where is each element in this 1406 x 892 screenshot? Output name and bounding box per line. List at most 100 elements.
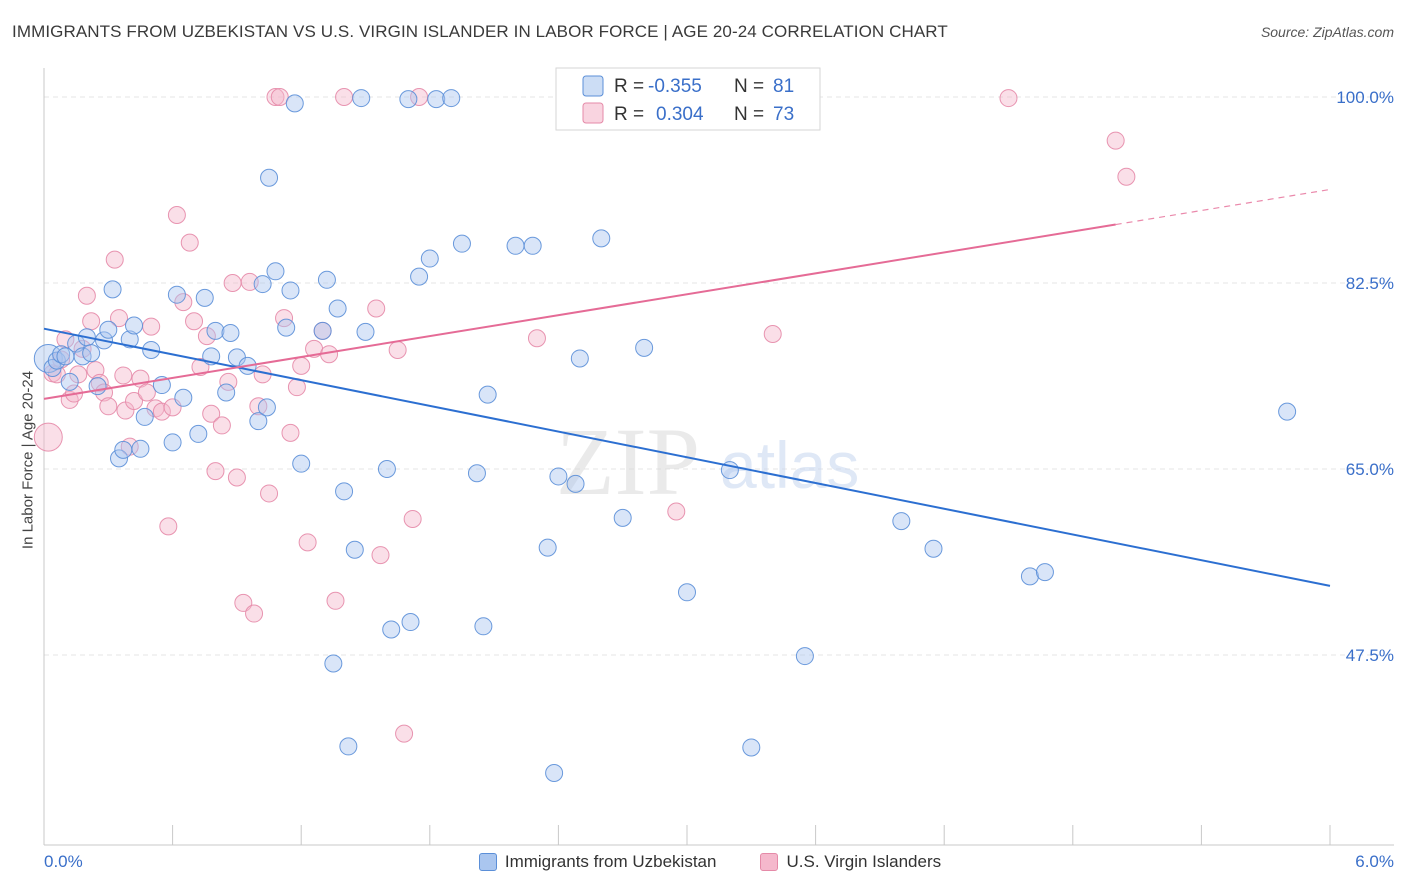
data-point-virgin-islanders: [167, 205, 186, 224]
data-point-virgin-islanders: [403, 509, 422, 528]
data-point-virgin-islanders: [33, 422, 63, 452]
legend-r-value-blue: -0.355: [648, 76, 702, 97]
trend-lines: [43, 188, 1331, 587]
legend-r-label-pink: R =: [614, 104, 644, 125]
data-point-uzbekistan: [399, 90, 418, 109]
data-point-uzbekistan: [678, 583, 696, 602]
data-point-uzbekistan: [260, 168, 279, 187]
data-point-uzbekistan: [167, 285, 186, 304]
data-point-uzbekistan: [401, 613, 420, 632]
data-point-uzbekistan: [189, 424, 208, 443]
y-tick-label: 47.5%: [1346, 646, 1394, 665]
data-point-uzbekistan: [114, 440, 133, 459]
data-point-uzbekistan: [442, 89, 461, 108]
series-us-virgin-islanders: [33, 88, 1136, 743]
data-point-uzbekistan: [277, 318, 296, 337]
data-point-uzbekistan: [892, 512, 911, 531]
data-point-virgin-islanders: [763, 325, 782, 344]
data-point-uzbekistan: [174, 388, 193, 407]
source-credit: Source: ZipAtlas.com: [1260, 24, 1394, 40]
data-point-virgin-islanders: [367, 299, 386, 318]
data-point-uzbekistan: [324, 654, 343, 673]
data-point-uzbekistan: [335, 482, 354, 501]
legend-label-uzbekistan: Immigrants from Uzbekistan: [504, 852, 717, 871]
data-point-uzbekistan: [356, 322, 375, 341]
data-point-virgin-islanders: [326, 591, 345, 610]
series-legend: Immigrants from Uzbekistan U.S. Virgin I…: [0, 852, 1406, 872]
data-point-uzbekistan: [281, 281, 300, 300]
data-point-virgin-islanders: [82, 312, 101, 331]
data-point-uzbekistan: [592, 229, 611, 248]
data-point-uzbekistan: [795, 647, 814, 666]
legend-swatch-uzbekistan: [478, 853, 497, 871]
data-point-uzbekistan: [478, 385, 497, 404]
data-point-uzbekistan: [1278, 402, 1297, 421]
data-point-uzbekistan: [317, 270, 336, 289]
data-point-virgin-islanders: [185, 312, 204, 331]
data-point-virgin-islanders: [395, 724, 414, 743]
data-point-virgin-islanders: [202, 404, 221, 423]
stats-legend: R = -0.355 N = 81 R = 0.304 N = 73: [555, 67, 821, 131]
y-tick-labels: 47.5% 65.0% 82.5% 100.0%: [1336, 88, 1394, 665]
data-point-uzbekistan: [382, 620, 401, 639]
data-point-uzbekistan: [328, 299, 347, 318]
trend-line-virgin-islanders-extension: [1115, 188, 1331, 226]
data-point-virgin-islanders: [335, 88, 354, 106]
data-point-uzbekistan: [506, 236, 525, 255]
data-point-uzbekistan: [742, 738, 761, 757]
data-point-uzbekistan: [163, 433, 182, 452]
data-point-virgin-islanders: [667, 502, 686, 521]
zipatlas-watermark: ZIP atlas: [556, 408, 859, 515]
y-tick-label: 82.5%: [1346, 274, 1394, 293]
data-point-uzbekistan: [131, 439, 150, 458]
data-point-uzbekistan: [339, 737, 358, 756]
data-point-uzbekistan: [292, 454, 311, 473]
data-point-uzbekistan: [467, 464, 486, 483]
legend-item-uzbekistan: Immigrants from Uzbekistan: [478, 852, 717, 872]
data-point-uzbekistan: [266, 262, 285, 281]
data-point-uzbekistan: [570, 349, 589, 368]
data-point-uzbekistan: [1035, 563, 1054, 582]
data-point-uzbekistan: [285, 94, 304, 113]
data-point-uzbekistan: [924, 539, 943, 558]
data-point-virgin-islanders: [245, 604, 264, 623]
legend-item-virgin-islanders: U.S. Virgin Islanders: [760, 852, 941, 872]
data-point-virgin-islanders: [99, 397, 118, 416]
data-point-uzbekistan: [566, 474, 585, 493]
data-point-virgin-islanders: [388, 340, 407, 359]
data-point-uzbekistan: [635, 338, 654, 357]
data-point-uzbekistan: [195, 288, 214, 307]
data-point-virgin-islanders: [90, 373, 109, 392]
legend-n-label-blue: N =: [734, 76, 764, 97]
data-point-virgin-islanders: [1106, 131, 1125, 150]
data-point-virgin-islanders: [105, 250, 124, 269]
axes: [43, 68, 1394, 846]
data-point-virgin-islanders: [1117, 167, 1136, 186]
data-point-virgin-islanders: [159, 517, 178, 536]
legend-r-value-pink: 0.304: [656, 104, 704, 125]
series-immigrants-uzbekistan: [33, 89, 1297, 782]
data-point-uzbekistan: [538, 538, 557, 557]
legend-r-label-blue: R =: [614, 76, 644, 97]
data-point-virgin-islanders: [77, 286, 96, 305]
data-point-virgin-islanders: [270, 88, 289, 106]
data-point-uzbekistan: [60, 372, 79, 391]
legend-swatch-pink: [582, 102, 604, 124]
data-point-virgin-islanders: [206, 462, 225, 481]
data-point-uzbekistan: [420, 249, 439, 268]
data-point-virgin-islanders: [298, 533, 317, 552]
data-point-virgin-islanders: [152, 402, 171, 421]
data-point-virgin-islanders: [137, 383, 156, 402]
y-tick-label: 65.0%: [1346, 460, 1394, 479]
data-point-uzbekistan: [345, 540, 364, 559]
data-point-virgin-islanders: [999, 89, 1018, 108]
data-point-virgin-islanders: [212, 416, 231, 435]
data-point-uzbekistan: [82, 344, 101, 363]
data-point-uzbekistan: [206, 321, 225, 340]
data-point-uzbekistan: [103, 280, 122, 299]
legend-n-value-blue: 81: [773, 76, 794, 97]
data-point-uzbekistan: [253, 275, 272, 294]
watermark-atlas: atlas: [720, 428, 859, 502]
data-point-virgin-islanders: [527, 329, 546, 348]
